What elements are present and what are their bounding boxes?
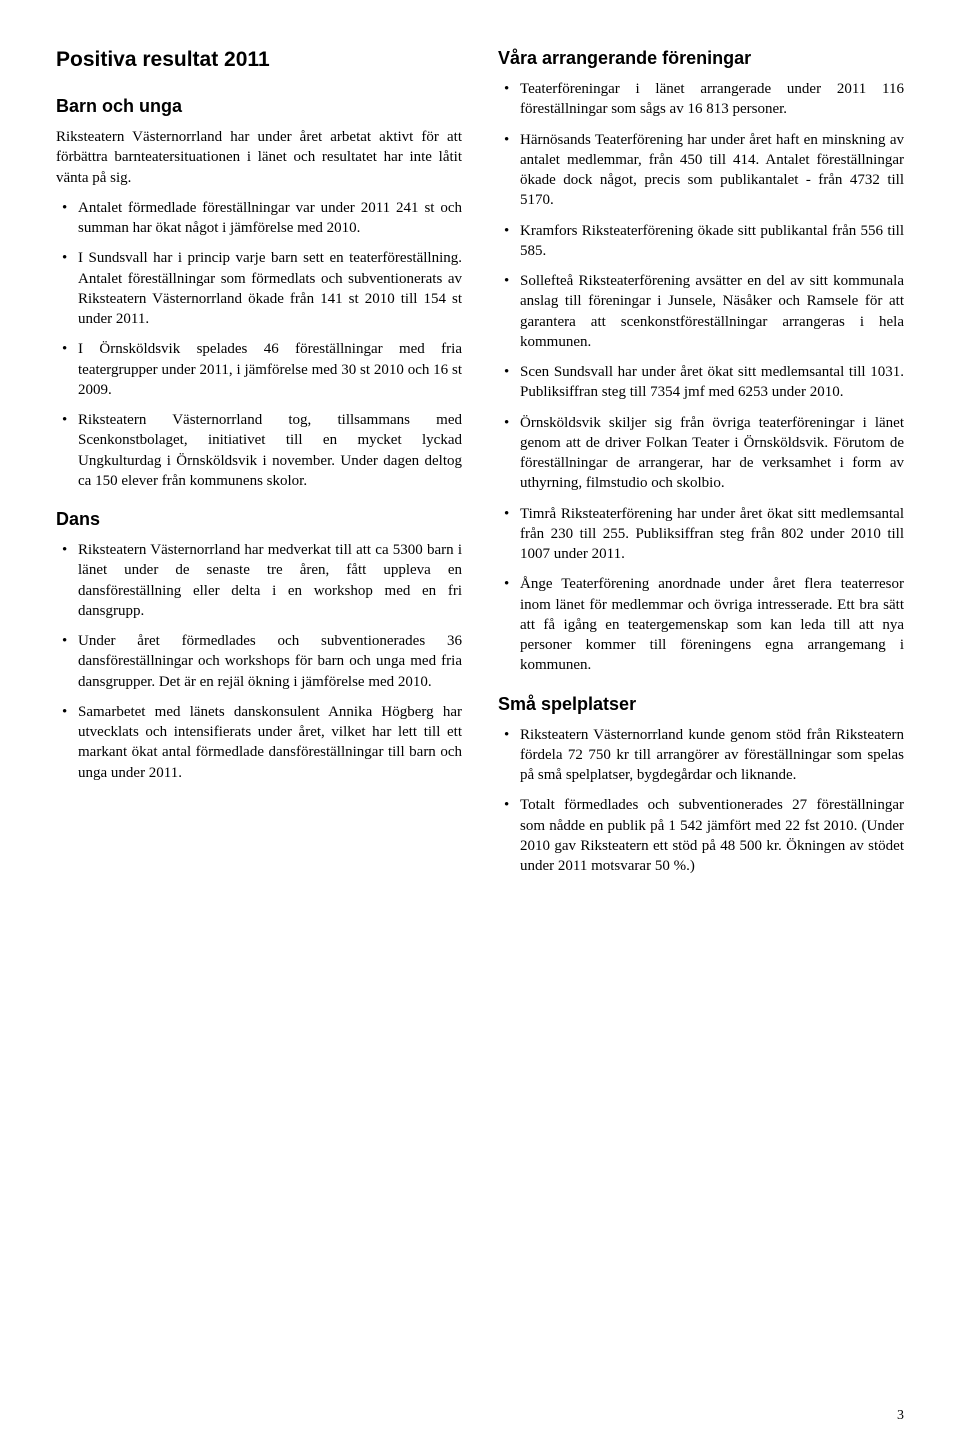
page-number: 3: [897, 1408, 904, 1424]
intro-paragraph: Riksteatern Västernorrland har under åre…: [56, 127, 462, 188]
list-item: Riksteatern Västernorrland kunde genom s…: [498, 725, 904, 786]
list-item: Ånge Teaterförening anordnade under året…: [498, 574, 904, 675]
section-heading-spelplatser: Små spelplatser: [498, 694, 904, 715]
barn-list: Antalet förmedlade föreställningar var u…: [56, 198, 462, 491]
list-item: I Örnsköldsvik spelades 46 föreställning…: [56, 339, 462, 400]
left-column: Positiva resultat 2011 Barn och unga Rik…: [56, 48, 462, 886]
list-item: Timrå Riksteaterförening har under året …: [498, 504, 904, 565]
right-column: Våra arrangerande föreningar Teaterfören…: [498, 48, 904, 886]
page-title: Positiva resultat 2011: [56, 48, 462, 72]
list-item: I Sundsvall har i princip varje barn set…: [56, 248, 462, 329]
list-item: Scen Sundsvall har under året ökat sitt …: [498, 362, 904, 403]
list-item: Teaterföreningar i länet arrangerade und…: [498, 79, 904, 120]
list-item: Riksteatern Västernorrland har medverkat…: [56, 540, 462, 621]
section-heading-barn: Barn och unga: [56, 96, 462, 117]
list-item: Samarbetet med länets danskonsulent Anni…: [56, 702, 462, 783]
list-item: Härnösands Teaterförening har under året…: [498, 130, 904, 211]
list-item: Antalet förmedlade föreställningar var u…: [56, 198, 462, 239]
list-item: Örnsköldsvik skiljer sig från övriga tea…: [498, 413, 904, 494]
foreningar-list: Teaterföreningar i länet arrangerade und…: [498, 79, 904, 676]
list-item: Kramfors Riksteaterförening ökade sitt p…: [498, 221, 904, 262]
list-item: Sollefteå Riksteaterförening avsätter en…: [498, 271, 904, 352]
section-heading-dans: Dans: [56, 509, 462, 530]
list-item: Under året förmedlades och subventionera…: [56, 631, 462, 692]
section-heading-foreningar: Våra arrangerande föreningar: [498, 48, 904, 69]
list-item: Totalt förmedlades och subventionerades …: [498, 795, 904, 876]
list-item: Riksteatern Västernorrland tog, tillsamm…: [56, 410, 462, 491]
dans-list: Riksteatern Västernorrland har medverkat…: [56, 540, 462, 783]
spelplatser-list: Riksteatern Västernorrland kunde genom s…: [498, 725, 904, 877]
